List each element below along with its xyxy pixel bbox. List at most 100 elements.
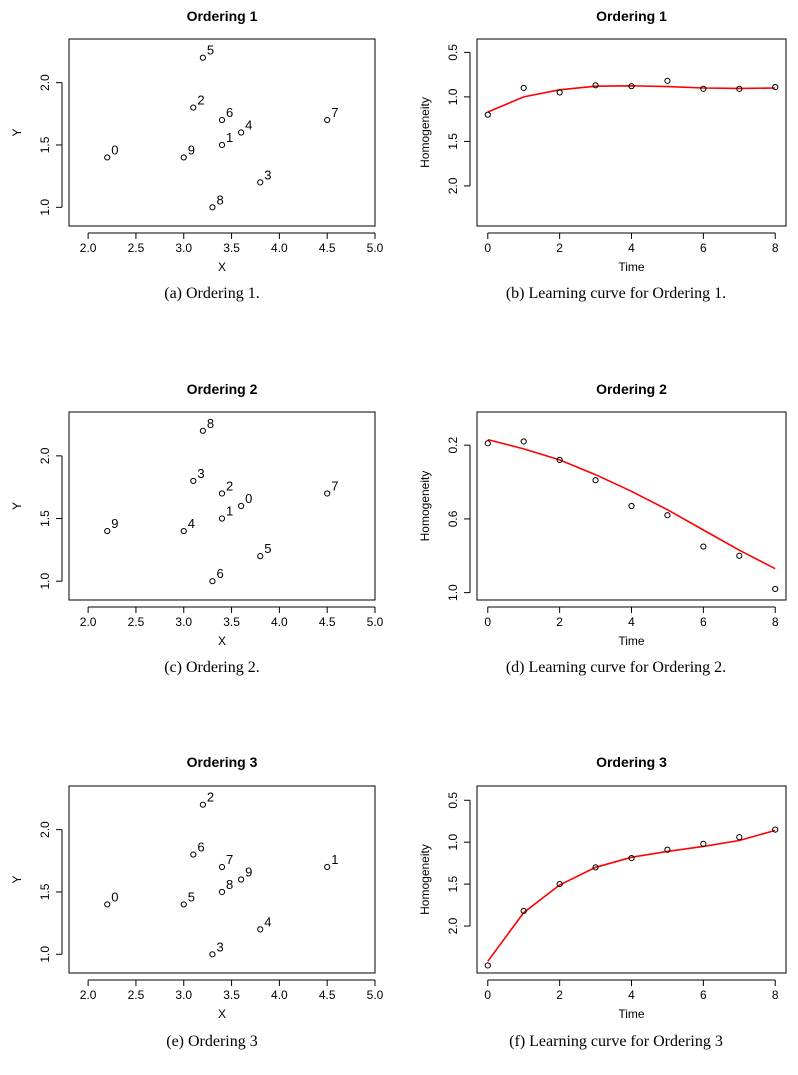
data-point <box>664 77 671 84</box>
y-tick-label: 0.2 <box>446 437 460 454</box>
data-point <box>209 204 216 211</box>
x-tick-label: 4.5 <box>319 988 336 1002</box>
y-tick-label: 2.0 <box>38 821 52 838</box>
data-point <box>218 490 226 497</box>
x-axis-label: Time <box>618 260 645 274</box>
plot-frame <box>476 411 787 601</box>
y-tick-label: 2.0 <box>446 177 460 194</box>
data-point <box>218 888 226 896</box>
x-tick-label: 2.5 <box>128 988 145 1002</box>
point-label: 5 <box>188 889 195 904</box>
plot-frame <box>68 38 376 227</box>
plot-frame <box>68 785 376 974</box>
x-tick-label: 5.0 <box>367 988 384 1002</box>
y-tick-label: 0.5 <box>446 44 460 61</box>
data-point <box>772 826 779 833</box>
point-label: 4 <box>245 118 252 133</box>
data-point <box>199 54 206 61</box>
x-tick-label: 3.0 <box>175 615 192 629</box>
y-tick-label: 1.5 <box>38 883 52 900</box>
y-tick-label: 1.0 <box>446 584 460 601</box>
chart-panel-a: Ordering 1 2.0 2.5 3.0 3.5 4.0 4.5 5.0 X 1.0 1.5 2.… <box>10 8 384 302</box>
data-point <box>180 527 187 535</box>
x-tick-label: 2.0 <box>80 988 97 1002</box>
data-point <box>520 438 527 445</box>
plot-frame <box>68 411 376 601</box>
x-axis-label: Time <box>618 634 645 648</box>
x-tick-label: 0 <box>484 615 491 629</box>
x-tick-label: 5.0 <box>367 241 384 255</box>
x-tick-label: 2.0 <box>80 241 97 255</box>
y-axis-label: Y <box>10 128 24 136</box>
data-point <box>556 456 563 464</box>
chart-title: Ordering 2 <box>187 381 258 397</box>
x-tick-label: 2 <box>556 241 563 255</box>
x-tick-label: 2 <box>556 988 563 1002</box>
data-point <box>772 83 779 91</box>
x-tick-label: 2.5 <box>128 615 145 629</box>
data-point <box>628 83 635 90</box>
x-tick-label: 0 <box>484 241 491 255</box>
data-point <box>324 116 331 124</box>
plot-frame <box>476 785 787 974</box>
y-axis-label: Homogeneity <box>418 844 432 915</box>
data-point <box>592 864 599 871</box>
x-tick-label: 4 <box>628 615 635 629</box>
data-point <box>190 851 197 858</box>
data-point <box>772 585 779 593</box>
data-point <box>484 440 491 447</box>
x-tick-label: 8 <box>772 241 779 255</box>
data-point <box>104 901 111 908</box>
data-point <box>238 129 245 136</box>
point-label: 8 <box>226 877 233 892</box>
data-point <box>199 427 206 434</box>
chart-panel-e: Ordering 3 2.0 2.5 3.0 3.5 4.0 4.5 5.0 X 1.0 1.5 2.… <box>10 754 384 1050</box>
point-label: 7 <box>331 478 338 493</box>
panel-caption: (a) Ordering 1. <box>164 285 260 302</box>
point-label: 3 <box>264 167 271 182</box>
data-point <box>238 876 245 883</box>
point-label: 9 <box>188 142 195 157</box>
panel-caption: (e) Ordering 3 <box>166 1033 258 1050</box>
data-point <box>257 179 264 186</box>
x-tick-label: 4 <box>628 241 635 255</box>
y-tick-label: 1.5 <box>38 510 52 527</box>
point-label: 7 <box>331 105 338 120</box>
y-tick-label: 1.5 <box>446 875 460 892</box>
data-point <box>556 89 563 96</box>
chart-title: Ordering 3 <box>187 754 258 770</box>
data-point <box>324 863 331 871</box>
x-tick-label: 3.5 <box>223 615 240 629</box>
point-label: 2 <box>226 478 233 493</box>
data-point <box>199 801 206 808</box>
y-tick-label: 0.5 <box>446 792 460 809</box>
y-tick-label: 1.0 <box>38 199 52 216</box>
data-point <box>104 154 111 161</box>
data-point <box>257 926 264 933</box>
data-point <box>218 141 226 149</box>
data-point <box>736 552 743 559</box>
point-label: 0 <box>111 889 118 904</box>
point-label: 1 <box>226 130 233 145</box>
x-tick-label: 4.5 <box>319 241 336 255</box>
chart-panel-d: Ordering 2 0 2 4 6 8 Time 0.2 0.6 1.0 Homogeneity (… <box>418 381 787 676</box>
chart-panel-c: Ordering 2 2.0 2.5 3.0 3.5 4.0 4.5 5.0 X 1.0 1.5 2.… <box>10 381 384 676</box>
x-tick-label: 6 <box>700 615 707 629</box>
point-label: 0 <box>245 491 252 506</box>
y-axis-label: Y <box>10 875 24 883</box>
point-label: 9 <box>111 516 118 531</box>
data-point <box>190 477 197 485</box>
point-label: 8 <box>216 192 223 207</box>
data-point <box>700 85 707 92</box>
data-point <box>180 901 187 908</box>
point-label: 6 <box>197 840 204 855</box>
data-point <box>209 951 216 958</box>
y-tick-label: 0.6 <box>446 510 460 527</box>
data-point <box>556 881 563 888</box>
x-tick-label: 4.5 <box>319 615 336 629</box>
chart-title: Ordering 3 <box>596 754 667 770</box>
data-point <box>736 834 743 841</box>
data-point <box>218 515 226 522</box>
fit-line <box>487 438 776 570</box>
x-tick-label: 4.0 <box>271 615 288 629</box>
